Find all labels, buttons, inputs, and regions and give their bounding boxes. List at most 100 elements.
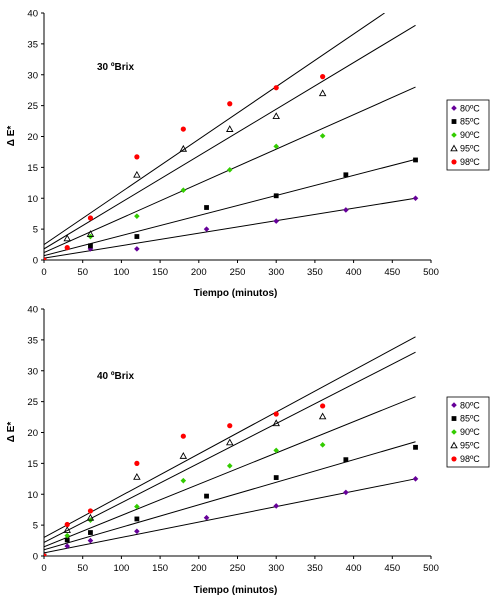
x-tick-label: 300	[268, 267, 284, 278]
legend-entry: 80ºC	[460, 103, 480, 113]
data-point	[226, 463, 233, 469]
data-point	[134, 234, 140, 239]
data-point	[413, 444, 418, 450]
data-point	[273, 85, 279, 91]
data-point	[134, 516, 140, 522]
data-point	[318, 412, 327, 420]
x-tick-label: 450	[384, 267, 400, 278]
panel-annotation: 30 ºBrix	[97, 62, 134, 73]
data-point	[273, 447, 279, 454]
legend-marker	[451, 159, 457, 165]
trend-line	[44, 197, 416, 259]
y-tick-label: 35	[27, 335, 38, 346]
y-tick-label: 10	[27, 194, 38, 205]
x-tick-label: 0	[41, 267, 46, 278]
legend-marker	[450, 144, 458, 152]
legend-entry: 85ºC	[460, 117, 480, 127]
x-tick-label: 100	[113, 563, 129, 574]
data-point	[343, 207, 349, 213]
data-point	[134, 503, 140, 510]
data-point	[273, 218, 279, 224]
data-point	[86, 230, 95, 237]
data-point	[204, 493, 209, 499]
y-tick-label: 30	[27, 70, 38, 81]
panel-annotation: 40 ºBrix	[97, 371, 134, 382]
x-tick-label: 50	[77, 563, 88, 574]
legend-box	[446, 99, 490, 171]
legend-marker	[451, 456, 457, 462]
data-point	[180, 477, 187, 484]
data-point	[64, 245, 70, 251]
data-point	[320, 403, 326, 409]
y-tick-label: 35	[27, 39, 38, 50]
y-tick-label: 5	[33, 225, 38, 236]
data-point	[203, 514, 210, 521]
data-point	[412, 195, 419, 202]
legend-entry: 85ºC	[460, 414, 480, 424]
data-point	[64, 543, 71, 549]
data-point	[133, 170, 141, 178]
trend-line	[44, 351, 416, 543]
data-point	[318, 89, 327, 97]
data-point	[88, 530, 93, 535]
data-point	[134, 528, 140, 535]
data-point	[87, 215, 94, 221]
data-point	[63, 526, 71, 533]
y-tick-label: 10	[27, 490, 38, 501]
data-point	[272, 112, 280, 119]
y-tick-label: 25	[27, 397, 38, 408]
data-point	[87, 508, 94, 514]
x-tick-label: 350	[307, 563, 323, 574]
data-point	[180, 433, 186, 439]
data-point	[227, 423, 233, 429]
data-point	[343, 489, 349, 496]
y-tick-label: 20	[27, 132, 38, 143]
data-point	[180, 187, 187, 194]
data-point	[63, 234, 71, 242]
trend-line	[44, 336, 416, 538]
data-point	[319, 133, 326, 139]
data-point	[227, 101, 233, 107]
legend-marker	[451, 119, 457, 124]
y-tick-label: 40	[27, 9, 38, 20]
legend-marker	[451, 402, 457, 408]
y-tick-label: 0	[33, 552, 38, 563]
data-point	[133, 473, 141, 480]
data-point	[272, 419, 280, 427]
y-tick-label: 30	[27, 366, 38, 377]
x-tick-label: 50	[77, 267, 88, 278]
x-axis-title: Tiempo (minutos)	[194, 288, 278, 299]
data-point	[273, 193, 279, 199]
data-point	[343, 457, 349, 463]
data-point	[44, 257, 47, 260]
legend-entry: 98ºC	[460, 454, 480, 464]
y-tick-label: 0	[33, 256, 38, 267]
legend-entry: 98ºC	[460, 157, 480, 167]
trend-line	[44, 13, 385, 245]
data-point	[273, 411, 279, 417]
data-point	[273, 143, 279, 150]
legend-entry: 95ºC	[460, 144, 480, 154]
data-layer	[44, 13, 419, 260]
x-tick-label: 350	[307, 267, 323, 278]
data-point	[225, 438, 234, 446]
x-tick-label: 0	[41, 563, 46, 574]
legend-entry: 90ºC	[460, 130, 480, 140]
x-tick-label: 300	[268, 563, 284, 574]
x-tick-label: 500	[423, 267, 439, 278]
data-point	[88, 243, 93, 249]
data-point	[87, 537, 94, 544]
x-tick-label: 150	[152, 563, 168, 574]
data-point	[44, 553, 47, 556]
legend-entry: 80ºC	[460, 400, 480, 410]
x-tick-label: 450	[384, 563, 400, 574]
data-point	[134, 246, 140, 252]
data-point	[226, 167, 233, 173]
x-tick-label: 200	[191, 267, 207, 278]
trend-line	[44, 441, 416, 551]
trend-line	[44, 396, 416, 548]
data-point	[319, 442, 326, 448]
